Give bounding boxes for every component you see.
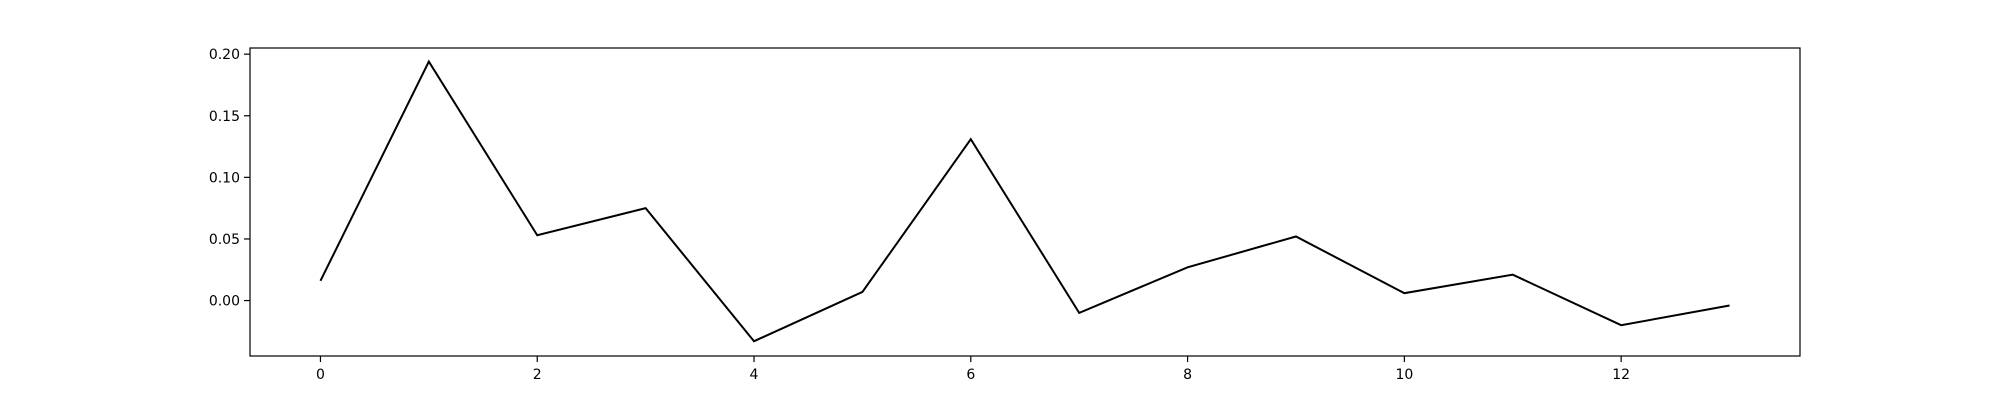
- x-tick-label: 6: [966, 367, 975, 383]
- y-axis: 0.00 0.05 0.10 0.15 0.20: [209, 47, 250, 310]
- series-line: [319, 59, 1730, 343]
- y-tick-label: 0.15: [209, 109, 240, 125]
- x-tick-label: 8: [1183, 367, 1192, 383]
- y-tick-label: 0.00: [209, 294, 240, 310]
- x-tick-label: 10: [1395, 367, 1413, 383]
- series-layer: [319, 59, 1730, 343]
- x-tick-label: 0: [316, 367, 325, 383]
- axes-frame: [249, 47, 1801, 357]
- y-tick-label: 0.10: [209, 170, 240, 186]
- y-tick-label: 0.05: [209, 232, 240, 248]
- x-tick-label: 2: [533, 367, 542, 383]
- x-axis: 0 2 4 6 8 10 12: [316, 356, 1630, 383]
- x-tick-label: 4: [750, 367, 759, 383]
- plot-area: [250, 48, 1800, 356]
- x-tick-label: 12: [1612, 367, 1630, 383]
- y-tick-label: 0.20: [209, 47, 240, 63]
